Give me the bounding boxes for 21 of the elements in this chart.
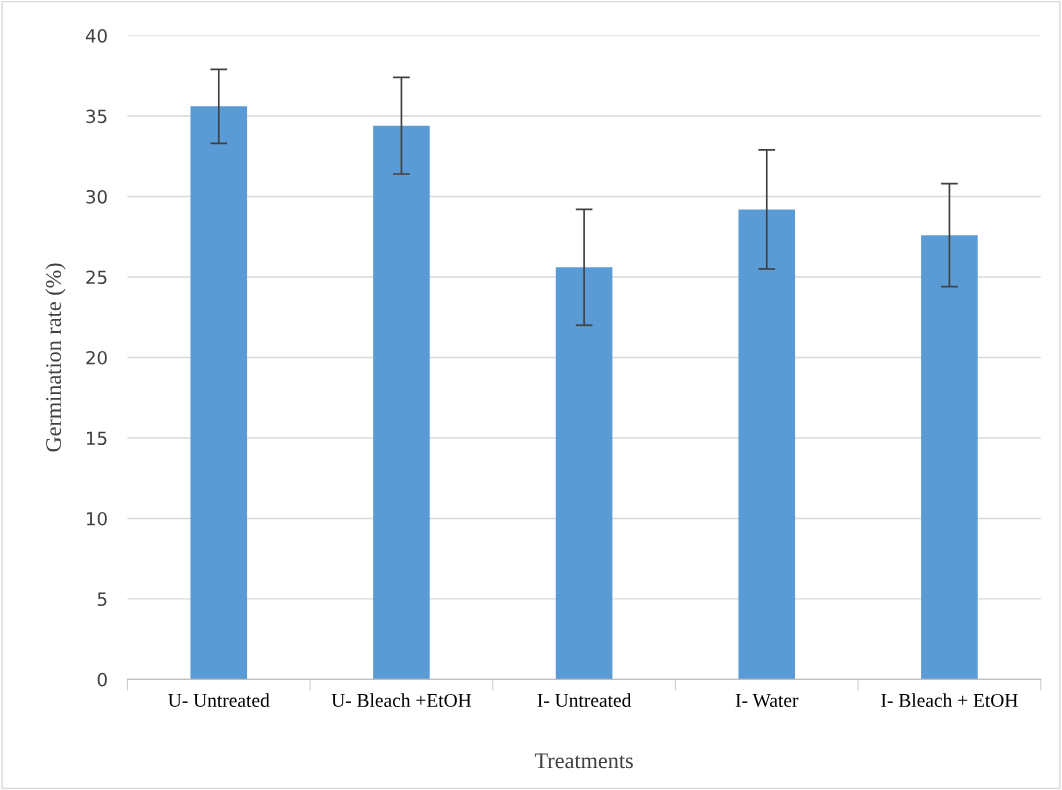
bar	[373, 125, 430, 680]
x-tick-label: I- Water	[735, 694, 799, 708]
y-tick-label: 15	[87, 431, 107, 446]
x-tick-label: I- Bleach + EtOH	[881, 693, 1018, 707]
x-tick-label: U- Bleach +EtOH	[331, 693, 472, 707]
y-tick-label: 35	[86, 109, 107, 124]
x-tick-label: I- Untreated	[537, 693, 632, 707]
bar	[738, 209, 796, 680]
y-tick-label: 25	[86, 270, 107, 285]
bar	[190, 106, 248, 680]
y-tick-label: 30	[86, 189, 107, 204]
x-tick-label: U- Untreated	[168, 693, 270, 707]
y-tick-label: 0	[97, 672, 107, 687]
y-tick-label: 40	[85, 29, 107, 43]
y-tick-label: 10	[87, 511, 107, 526]
y-tick-label: 5	[97, 592, 107, 607]
bar	[555, 267, 613, 680]
bar	[921, 235, 978, 680]
x-axis-title: Treatments	[534, 753, 633, 769]
y-axis-title: Germination rate (%)	[45, 263, 66, 452]
y-tick-label: 20	[86, 350, 107, 365]
